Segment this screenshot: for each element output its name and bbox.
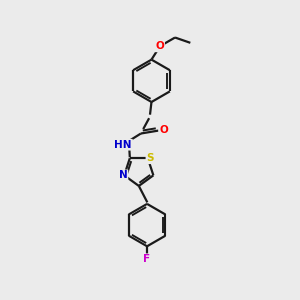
- Text: O: O: [159, 125, 168, 135]
- Text: O: O: [155, 41, 164, 51]
- Text: S: S: [146, 153, 154, 163]
- Text: N: N: [119, 170, 128, 180]
- Text: F: F: [143, 254, 151, 264]
- Text: HN: HN: [115, 140, 132, 150]
